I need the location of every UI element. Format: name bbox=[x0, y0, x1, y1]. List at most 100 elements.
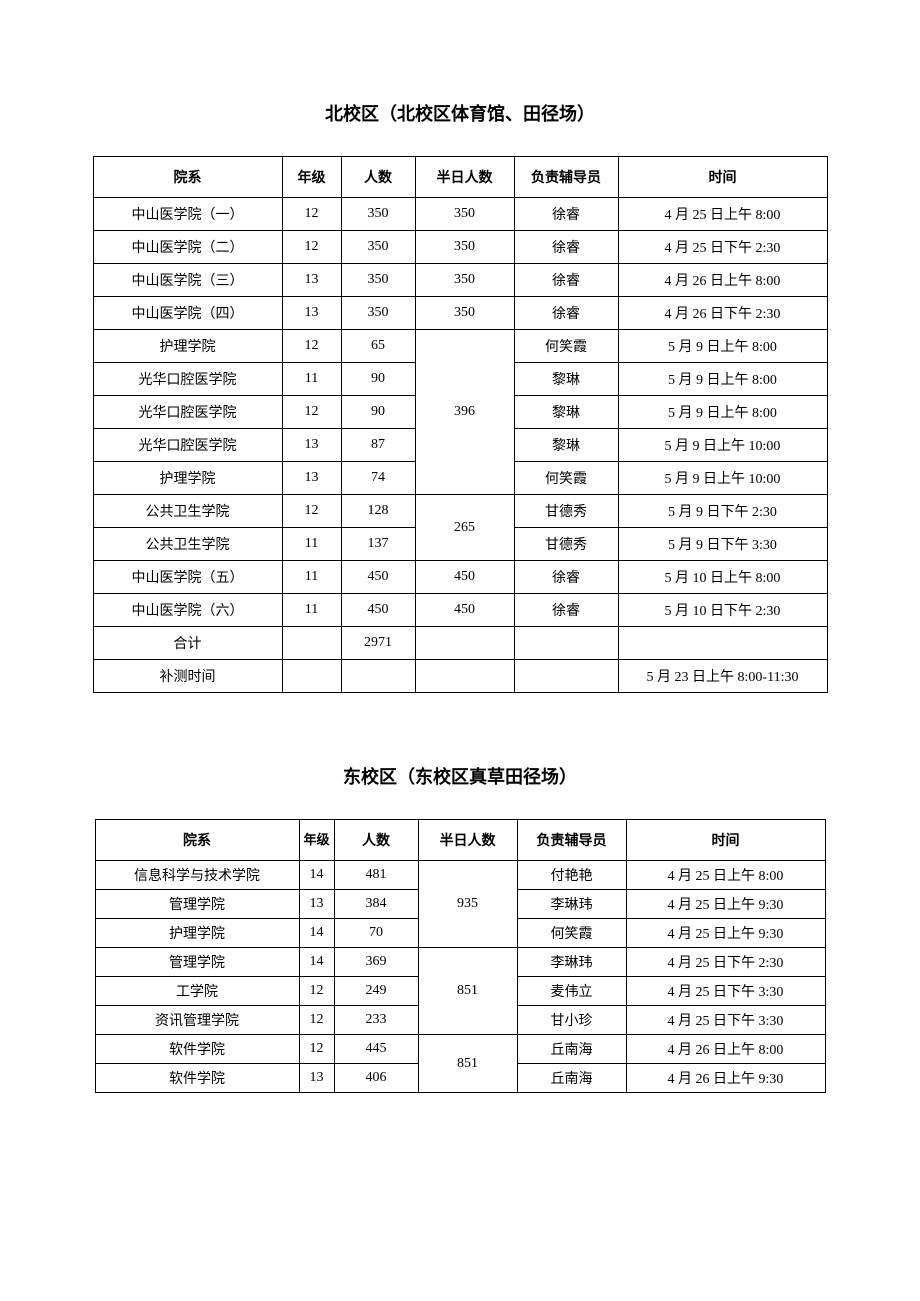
cell-advisor: 何笑霞 bbox=[514, 330, 618, 363]
table-row: 中山医学院（五） 11 450 450 徐睿 5 月 10 日上午 8:00 bbox=[93, 561, 827, 594]
cell-dept: 中山医学院（六） bbox=[93, 594, 282, 627]
cell-grade: 12 bbox=[282, 231, 341, 264]
cell-advisor: 黎琳 bbox=[514, 363, 618, 396]
cell-dept: 光华口腔医学院 bbox=[93, 396, 282, 429]
cell-empty bbox=[618, 627, 827, 660]
cell-advisor: 何笑霞 bbox=[517, 919, 626, 948]
cell-dept: 工学院 bbox=[95, 977, 299, 1006]
table-row: 护理学院 12 65 396 何笑霞 5 月 9 日上午 8:00 bbox=[93, 330, 827, 363]
cell-grade: 12 bbox=[299, 977, 334, 1006]
cell-half-merged: 265 bbox=[415, 495, 514, 561]
cell-grade: 14 bbox=[299, 861, 334, 890]
th-advisor: 负责辅导员 bbox=[514, 157, 618, 198]
cell-advisor: 甘德秀 bbox=[514, 495, 618, 528]
cell-grade: 11 bbox=[282, 528, 341, 561]
cell-time: 5 月 9 日上午 8:00 bbox=[618, 363, 827, 396]
table-row: 公共卫生学院 12 128 265 甘德秀 5 月 9 日下午 2:30 bbox=[93, 495, 827, 528]
cell-half: 350 bbox=[415, 198, 514, 231]
cell-count: 128 bbox=[341, 495, 415, 528]
cell-count: 445 bbox=[334, 1035, 418, 1064]
cell-count: 406 bbox=[334, 1064, 418, 1093]
cell-grade: 12 bbox=[282, 198, 341, 231]
cell-half-merged: 851 bbox=[418, 948, 517, 1035]
cell-dept: 公共卫生学院 bbox=[93, 495, 282, 528]
cell-time: 4 月 26 日上午 8:00 bbox=[626, 1035, 825, 1064]
cell-grade: 12 bbox=[282, 330, 341, 363]
cell-dept: 护理学院 bbox=[93, 462, 282, 495]
cell-makeup-label: 补测时间 bbox=[93, 660, 282, 693]
cell-dept: 管理学院 bbox=[95, 948, 299, 977]
cell-grade: 13 bbox=[282, 429, 341, 462]
cell-time: 5 月 9 日上午 8:00 bbox=[618, 396, 827, 429]
cell-empty bbox=[282, 627, 341, 660]
th-count: 人数 bbox=[334, 820, 418, 861]
cell-advisor: 甘小珍 bbox=[517, 1006, 626, 1035]
th-time: 时间 bbox=[626, 820, 825, 861]
cell-empty bbox=[415, 660, 514, 693]
cell-time: 4 月 26 日上午 9:30 bbox=[626, 1064, 825, 1093]
cell-count: 450 bbox=[341, 561, 415, 594]
cell-grade: 14 bbox=[299, 948, 334, 977]
table-row: 中山医学院（二） 12 350 350 徐睿 4 月 25 日下午 2:30 bbox=[93, 231, 827, 264]
cell-time: 4 月 26 日下午 2:30 bbox=[618, 297, 827, 330]
th-grade: 年级 bbox=[282, 157, 341, 198]
cell-dept: 护理学院 bbox=[95, 919, 299, 948]
cell-count: 369 bbox=[334, 948, 418, 977]
cell-advisor: 何笑霞 bbox=[514, 462, 618, 495]
cell-dept: 管理学院 bbox=[95, 890, 299, 919]
cell-count: 70 bbox=[334, 919, 418, 948]
th-half: 半日人数 bbox=[415, 157, 514, 198]
cell-time: 5 月 10 日上午 8:00 bbox=[618, 561, 827, 594]
table-header-row: 院系 年级 人数 半日人数 负责辅导员 时间 bbox=[95, 820, 825, 861]
th-time: 时间 bbox=[618, 157, 827, 198]
cell-time: 5 月 9 日上午 8:00 bbox=[618, 330, 827, 363]
cell-grade: 11 bbox=[282, 594, 341, 627]
cell-half-merged: 851 bbox=[418, 1035, 517, 1093]
cell-grade: 13 bbox=[299, 890, 334, 919]
cell-advisor: 李琳玮 bbox=[517, 948, 626, 977]
cell-half: 450 bbox=[415, 594, 514, 627]
cell-grade: 12 bbox=[282, 495, 341, 528]
cell-advisor: 徐睿 bbox=[514, 594, 618, 627]
cell-time: 4 月 25 日下午 3:30 bbox=[626, 1006, 825, 1035]
cell-empty bbox=[341, 660, 415, 693]
cell-dept: 光华口腔医学院 bbox=[93, 429, 282, 462]
cell-dept: 中山医学院（四） bbox=[93, 297, 282, 330]
cell-half: 450 bbox=[415, 561, 514, 594]
cell-dept: 光华口腔医学院 bbox=[93, 363, 282, 396]
cell-dept: 公共卫生学院 bbox=[93, 528, 282, 561]
cell-count: 481 bbox=[334, 861, 418, 890]
table-row: 管理学院 14 369 851 李琳玮 4 月 25 日下午 2:30 bbox=[95, 948, 825, 977]
section1-title: 北校区（北校区体育馆、田径场） bbox=[0, 100, 920, 126]
th-count: 人数 bbox=[341, 157, 415, 198]
cell-count: 90 bbox=[341, 363, 415, 396]
th-dept: 院系 bbox=[95, 820, 299, 861]
cell-advisor: 付艳艳 bbox=[517, 861, 626, 890]
cell-count: 350 bbox=[341, 231, 415, 264]
cell-dept: 信息科学与技术学院 bbox=[95, 861, 299, 890]
th-dept: 院系 bbox=[93, 157, 282, 198]
table-makeup-row: 补测时间 5 月 23 日上午 8:00-11:30 bbox=[93, 660, 827, 693]
cell-dept: 中山医学院（一） bbox=[93, 198, 282, 231]
cell-time: 4 月 25 日上午 8:00 bbox=[626, 861, 825, 890]
cell-advisor: 徐睿 bbox=[514, 231, 618, 264]
table-row: 中山医学院（三） 13 350 350 徐睿 4 月 26 日上午 8:00 bbox=[93, 264, 827, 297]
cell-grade: 13 bbox=[282, 297, 341, 330]
cell-empty bbox=[415, 627, 514, 660]
table-header-row: 院系 年级 人数 半日人数 负责辅导员 时间 bbox=[93, 157, 827, 198]
cell-half-merged: 935 bbox=[418, 861, 517, 948]
table-row: 中山医学院（四） 13 350 350 徐睿 4 月 26 日下午 2:30 bbox=[93, 297, 827, 330]
cell-time: 5 月 9 日上午 10:00 bbox=[618, 462, 827, 495]
cell-grade: 12 bbox=[299, 1035, 334, 1064]
cell-total-count: 2971 bbox=[341, 627, 415, 660]
cell-dept: 中山医学院（三） bbox=[93, 264, 282, 297]
cell-time: 4 月 25 日上午 9:30 bbox=[626, 890, 825, 919]
cell-advisor: 麦伟立 bbox=[517, 977, 626, 1006]
cell-time: 4 月 25 日上午 9:30 bbox=[626, 919, 825, 948]
cell-count: 350 bbox=[341, 297, 415, 330]
cell-dept: 护理学院 bbox=[93, 330, 282, 363]
cell-advisor: 丘南海 bbox=[517, 1035, 626, 1064]
cell-grade: 14 bbox=[299, 919, 334, 948]
cell-advisor: 徐睿 bbox=[514, 198, 618, 231]
cell-half: 350 bbox=[415, 297, 514, 330]
